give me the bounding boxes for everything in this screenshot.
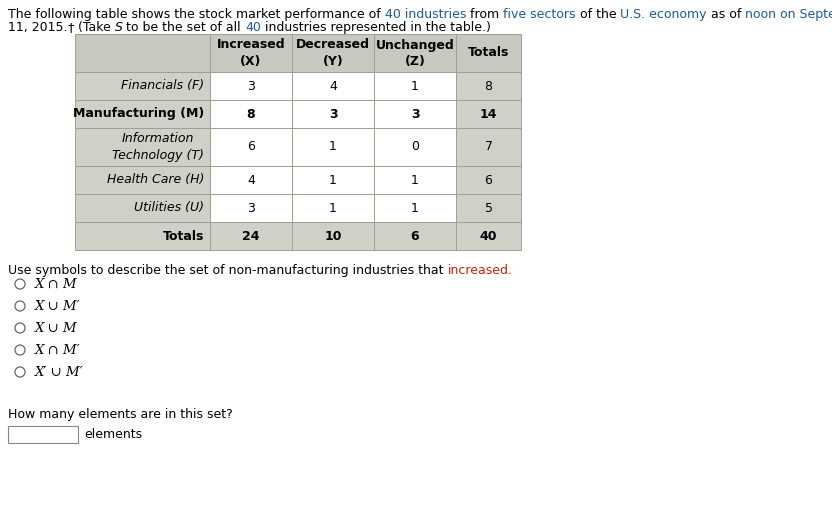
Bar [75,100,210,128]
Text: X ∩ M: X ∩ M [35,278,77,291]
Bar [456,100,521,128]
Text: Information
Technology (T): Information Technology (T) [112,133,204,161]
Bar [210,194,292,222]
Bar [210,222,292,250]
Text: 8: 8 [246,108,255,121]
Text: industries represented in the table.): industries represented in the table.) [261,21,491,34]
Bar [374,100,456,128]
Bar [292,222,374,250]
Text: 11, 2015.: 11, 2015. [8,21,67,34]
Text: Unchanged
(Z): Unchanged (Z) [375,39,454,67]
Bar [456,34,521,72]
Text: How many elements are in this set?: How many elements are in this set? [8,408,233,421]
Text: (Take: (Take [74,21,115,34]
Text: X ∪ M′: X ∪ M′ [35,300,81,313]
Text: X ∩ M′: X ∩ M′ [35,343,81,357]
Text: Increased
(X): Increased (X) [216,39,285,67]
Text: 24: 24 [242,230,260,243]
Bar [292,128,374,166]
Text: 6: 6 [247,140,255,153]
Text: 1: 1 [329,140,337,153]
Text: Financials (F): Financials (F) [121,79,204,92]
Text: 1: 1 [411,79,419,92]
Bar [456,166,521,194]
Bar [374,128,456,166]
Bar [75,166,210,194]
Text: 14: 14 [480,108,498,121]
Bar [292,166,374,194]
Text: of the: of the [576,8,621,21]
Bar [374,194,456,222]
Text: 0: 0 [411,140,419,153]
Bar [456,72,521,100]
Bar [210,166,292,194]
Text: 8: 8 [484,79,493,92]
Bar [210,72,292,100]
Text: The following table shows the stock market performance of: The following table shows the stock mark… [8,8,384,21]
Text: 1: 1 [411,173,419,186]
Text: 6: 6 [484,173,493,186]
Text: 3: 3 [411,108,419,121]
Bar [374,166,456,194]
Text: as of: as of [707,8,745,21]
Bar [374,34,456,72]
Bar [8,426,78,443]
Bar [75,194,210,222]
Text: 4: 4 [329,79,337,92]
Text: †: † [67,21,74,34]
Text: 40: 40 [245,21,261,34]
Bar [374,222,456,250]
Text: 5: 5 [484,201,493,215]
Text: increased.: increased. [448,264,513,277]
Text: 3: 3 [329,108,337,121]
Text: X′ ∪ M′: X′ ∪ M′ [35,365,84,378]
Text: Manufacturing (M): Manufacturing (M) [72,108,204,121]
Bar [75,222,210,250]
Bar [292,34,374,72]
Text: 10: 10 [324,230,342,243]
Text: X ∪ M: X ∪ M [35,322,77,335]
Bar [75,34,210,72]
Text: Totals: Totals [162,230,204,243]
Text: Health Care (H): Health Care (H) [106,173,204,186]
Text: Totals: Totals [468,46,509,60]
Text: 1: 1 [329,201,337,215]
Text: 6: 6 [411,230,419,243]
Bar [292,194,374,222]
Text: Use symbols to describe the set of non-manufacturing industries that: Use symbols to describe the set of non-m… [8,264,448,277]
Bar [456,194,521,222]
Text: 40: 40 [480,230,498,243]
Bar [75,72,210,100]
Text: five sectors: five sectors [503,8,576,21]
Bar [456,222,521,250]
Bar [456,128,521,166]
Text: 3: 3 [247,79,255,92]
Text: noon on September: noon on September [745,8,832,21]
Text: from: from [466,8,503,21]
Bar [374,72,456,100]
Text: 4: 4 [247,173,255,186]
Text: 3: 3 [247,201,255,215]
Text: 7: 7 [484,140,493,153]
Text: 1: 1 [411,201,419,215]
Bar [210,34,292,72]
Text: Utilities (U): Utilities (U) [134,201,204,215]
Text: elements: elements [84,428,142,441]
Text: U.S. economy: U.S. economy [621,8,707,21]
Bar [292,72,374,100]
Text: 40 industries: 40 industries [384,8,466,21]
Text: to be the set of all: to be the set of all [122,21,245,34]
Bar [210,100,292,128]
Bar [75,128,210,166]
Bar [292,100,374,128]
Bar [210,128,292,166]
Text: 1: 1 [329,173,337,186]
Text: Decreased
(Y): Decreased (Y) [296,39,370,67]
Text: S: S [115,21,122,34]
